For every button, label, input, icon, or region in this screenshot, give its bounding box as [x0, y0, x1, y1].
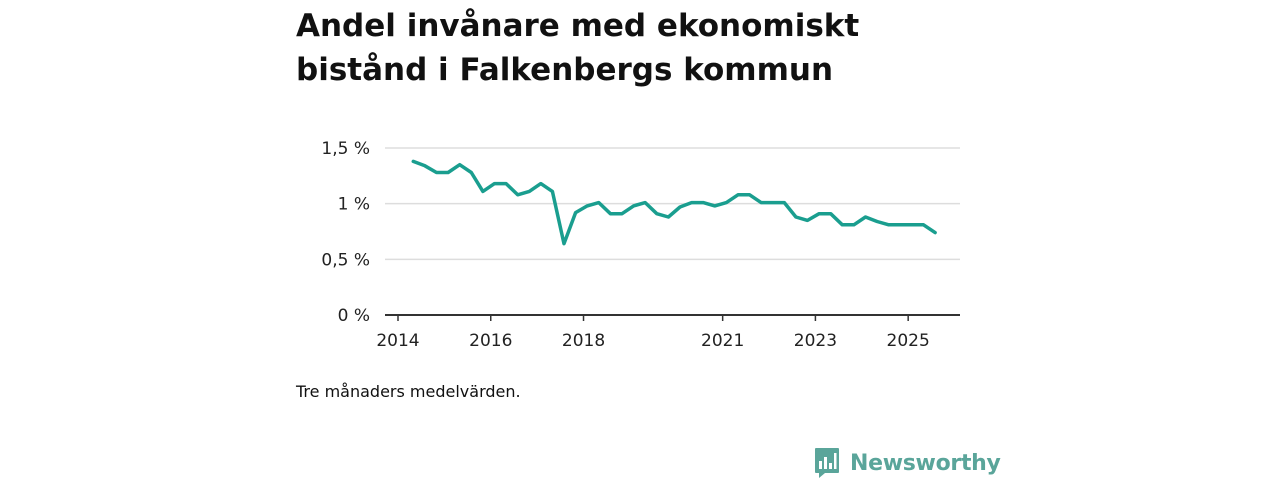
x-tick-label: 2018 [562, 331, 605, 351]
newsworthy-logo-icon [815, 448, 839, 478]
chart-title: Andel invånare med ekonomiskt bistånd i … [296, 8, 860, 88]
brand-logo[interactable]: Newsworthy [814, 446, 1001, 480]
x-axis [385, 314, 960, 321]
x-tick-label: 2025 [887, 331, 930, 351]
series-line-0 [411, 159, 937, 246]
y-tick-label: 1,5 % [321, 139, 370, 159]
brand-name: Newsworthy [850, 450, 1001, 476]
y-tick-label: 1 % [338, 195, 370, 215]
y-axis-labels: 0 % 0,5 % 1 % 1,5 % [321, 139, 370, 326]
y-tick-label: 0 % [338, 306, 370, 326]
gridlines [385, 147, 960, 261]
x-tick-label: 2021 [701, 331, 744, 351]
x-tick-label: 2016 [469, 331, 512, 351]
y-tick-label: 0,5 % [321, 250, 370, 270]
x-tick-label: 2023 [794, 331, 837, 351]
chart-caption: Tre månaders medelvärden. [296, 382, 521, 401]
x-tick-label: 2014 [376, 331, 419, 351]
x-axis-labels: 2014 2016 2018 2021 2023 2025 [376, 331, 929, 351]
series-layer [411, 159, 937, 246]
